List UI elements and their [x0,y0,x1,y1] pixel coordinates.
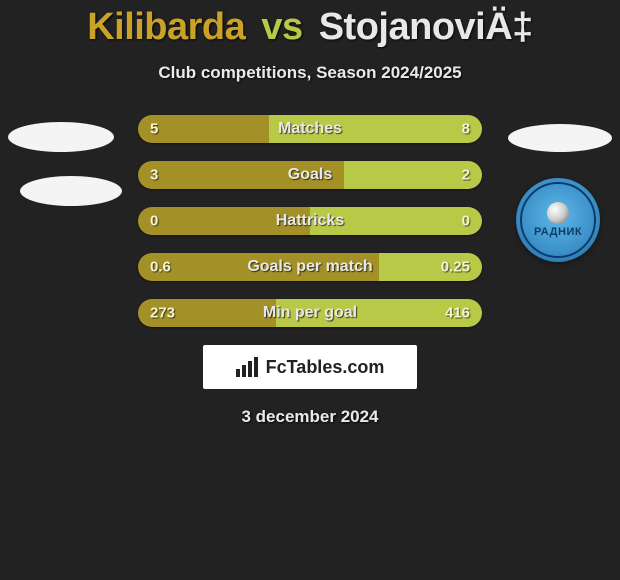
player-a-name: Kilibarda [87,6,245,48]
bars-icon [236,357,258,377]
stat-row: 32Goals [138,161,482,189]
comparison-title: Kilibarda vs StojanoviÄ‡ [0,0,620,49]
stat-row: 00Hattricks [138,207,482,235]
stats-container: 58Matches 32Goals 00Hattricks 0.60.25Goals … [138,115,482,327]
stat-label: Matches [138,120,482,138]
player-b-name: StojanoviÄ‡ [319,6,533,48]
vs-text: vs [255,6,308,48]
snapshot-date: 3 december 2024 [0,407,620,427]
stat-row: 273416Min per goal [138,299,482,327]
team-b-badge-shadow [508,124,612,152]
stat-label: Min per goal [138,304,482,322]
stat-row: 0.60.25Goals per match [138,253,482,281]
fctables-logo-text: FcTables.com [266,357,385,378]
team-b-logo: РАДНИК [516,178,600,262]
stat-label: Goals per match [138,258,482,276]
stat-label: Hattricks [138,212,482,230]
fctables-logo[interactable]: FcTables.com [203,345,417,389]
season-subtitle: Club competitions, Season 2024/2025 [0,63,620,83]
stat-label: Goals [138,166,482,184]
soccer-ball-icon [547,202,569,224]
team-b-logo-text: РАДНИК [534,226,582,238]
stat-row: 58Matches [138,115,482,143]
team-a-badge [20,176,122,206]
team-a-badge-shadow [8,122,114,152]
